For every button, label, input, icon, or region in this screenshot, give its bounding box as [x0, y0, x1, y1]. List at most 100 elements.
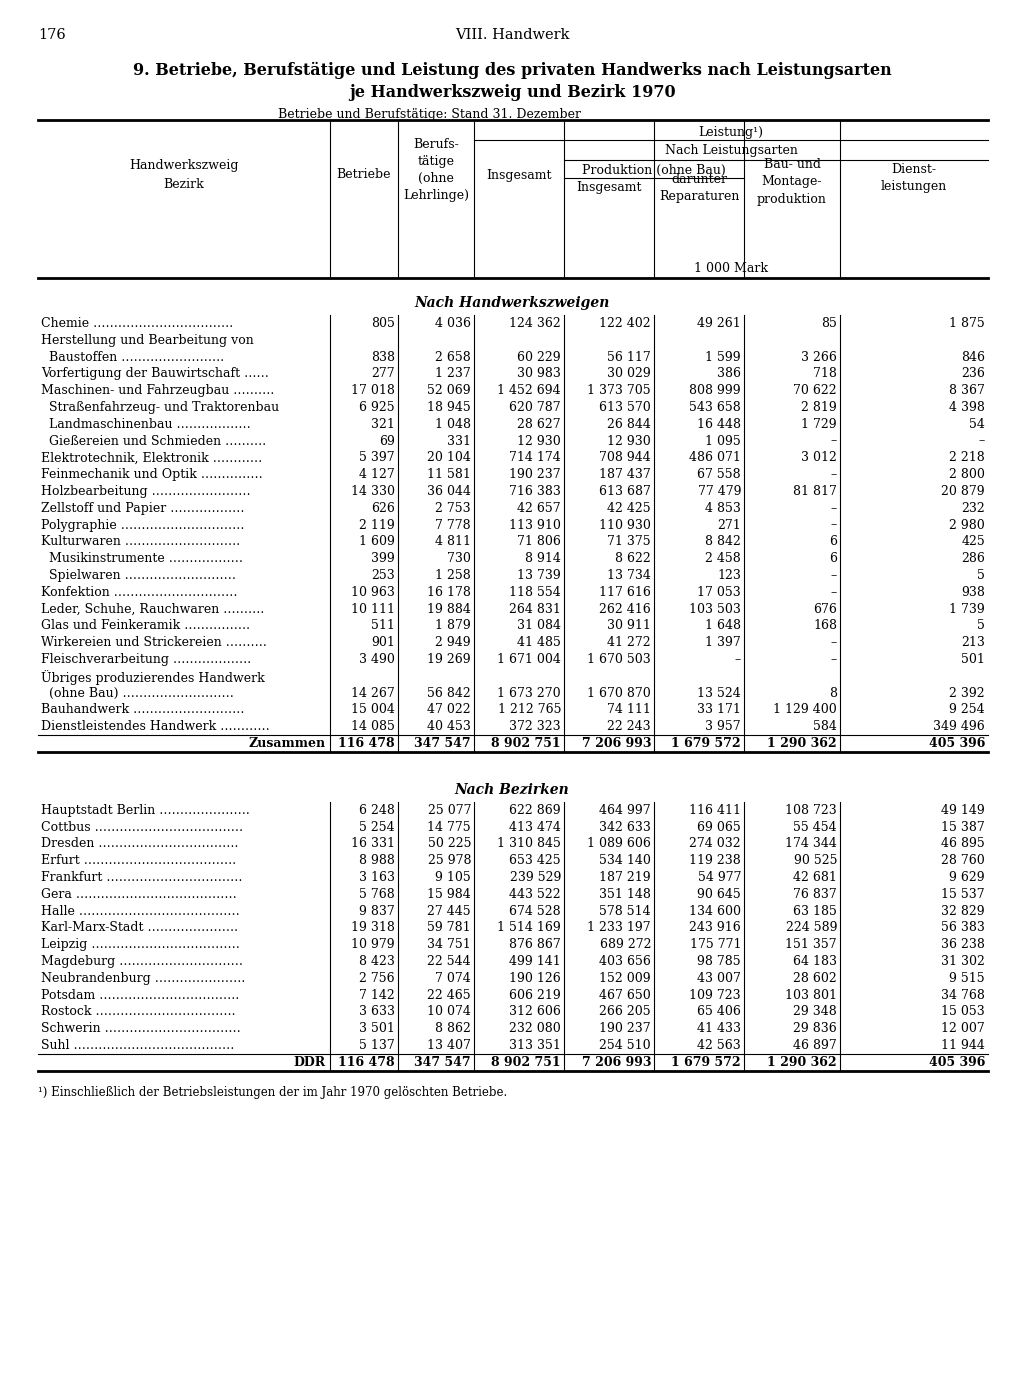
Text: 1 670 870: 1 670 870	[587, 687, 651, 699]
Text: 25 077: 25 077	[427, 804, 471, 817]
Text: Nach Handwerkszweigen: Nach Handwerkszweigen	[415, 296, 609, 310]
Text: 19 269: 19 269	[427, 654, 471, 666]
Text: 54: 54	[969, 418, 985, 431]
Text: 543 658: 543 658	[689, 400, 741, 414]
Text: 347 547: 347 547	[415, 1055, 471, 1069]
Text: Konfektion …………………………: Konfektion …………………………	[41, 586, 238, 599]
Text: Karl-Marx-Stadt ………………….: Karl-Marx-Stadt ………………….	[41, 922, 238, 934]
Text: –: –	[830, 468, 837, 482]
Text: 262 416: 262 416	[599, 603, 651, 615]
Text: 9 515: 9 515	[949, 971, 985, 985]
Text: Bauhandwerk ………………………: Bauhandwerk ………………………	[41, 703, 245, 717]
Text: 3 012: 3 012	[801, 451, 837, 465]
Text: 69 065: 69 065	[697, 820, 741, 834]
Text: Herstellung und Bearbeitung von: Herstellung und Bearbeitung von	[41, 334, 254, 347]
Text: 1 514 169: 1 514 169	[498, 922, 561, 934]
Text: 9 837: 9 837	[359, 904, 395, 918]
Text: Dienstleistendes Handwerk …………: Dienstleistendes Handwerk …………	[41, 720, 269, 733]
Text: 264 831: 264 831	[509, 603, 561, 615]
Text: 277: 277	[372, 367, 395, 380]
Text: 152 009: 152 009	[599, 971, 651, 985]
Text: 808 999: 808 999	[689, 384, 741, 398]
Text: 1 670 503: 1 670 503	[587, 654, 651, 666]
Text: –: –	[830, 519, 837, 531]
Text: 578 514: 578 514	[599, 904, 651, 918]
Text: 1 879: 1 879	[435, 619, 471, 633]
Text: 41 485: 41 485	[517, 636, 561, 649]
Text: 1 048: 1 048	[435, 418, 471, 431]
Text: 9 629: 9 629	[949, 871, 985, 883]
Text: (ohne Bau) ………………………: (ohne Bau) ………………………	[41, 687, 233, 699]
Text: 403 656: 403 656	[599, 955, 651, 967]
Text: 10 979: 10 979	[351, 938, 395, 951]
Text: 49 149: 49 149	[941, 804, 985, 817]
Text: 30 029: 30 029	[607, 367, 651, 380]
Text: 838: 838	[371, 351, 395, 363]
Text: 90 645: 90 645	[697, 888, 741, 901]
Text: –: –	[979, 435, 985, 447]
Text: 108 723: 108 723	[785, 804, 837, 817]
Text: 41 272: 41 272	[607, 636, 651, 649]
Text: 13 739: 13 739	[517, 570, 561, 582]
Text: 1 397: 1 397	[706, 636, 741, 649]
Text: 9 105: 9 105	[435, 871, 471, 883]
Text: 1 648: 1 648	[705, 619, 741, 633]
Text: 6: 6	[829, 552, 837, 566]
Text: 534 140: 534 140	[599, 854, 651, 867]
Text: 56 117: 56 117	[607, 351, 651, 363]
Text: Frankfurt ……………………………: Frankfurt ……………………………	[41, 871, 243, 883]
Text: 8 842: 8 842	[706, 535, 741, 549]
Text: Vorfertigung der Bauwirtschaft ……: Vorfertigung der Bauwirtschaft ……	[41, 367, 269, 380]
Text: 15 004: 15 004	[351, 703, 395, 717]
Text: –: –	[830, 586, 837, 599]
Text: 31 084: 31 084	[517, 619, 561, 633]
Text: 118 554: 118 554	[509, 586, 561, 599]
Text: 14 085: 14 085	[351, 720, 395, 733]
Text: 134 600: 134 600	[689, 904, 741, 918]
Text: 1 599: 1 599	[706, 351, 741, 363]
Text: 3 957: 3 957	[706, 720, 741, 733]
Text: 3 163: 3 163	[359, 871, 395, 883]
Text: 71 806: 71 806	[517, 535, 561, 549]
Text: 33 171: 33 171	[697, 703, 741, 717]
Text: 805: 805	[371, 316, 395, 330]
Text: 56 842: 56 842	[427, 687, 471, 699]
Text: Nach Leistungsarten: Nach Leistungsarten	[665, 144, 798, 157]
Text: 413 474: 413 474	[509, 820, 561, 834]
Text: –: –	[830, 636, 837, 649]
Text: 467 650: 467 650	[599, 988, 651, 1002]
Text: 399: 399	[372, 552, 395, 566]
Text: 103 801: 103 801	[785, 988, 837, 1002]
Text: 19 318: 19 318	[351, 922, 395, 934]
Text: 232 080: 232 080	[509, 1022, 561, 1035]
Text: 3 490: 3 490	[359, 654, 395, 666]
Text: 36 238: 36 238	[941, 938, 985, 951]
Text: 70 622: 70 622	[794, 384, 837, 398]
Text: 5 768: 5 768	[359, 888, 395, 901]
Text: 20 879: 20 879	[941, 484, 985, 498]
Text: 29 348: 29 348	[794, 1006, 837, 1018]
Text: 14 267: 14 267	[351, 687, 395, 699]
Text: 22 243: 22 243	[607, 720, 651, 733]
Text: ¹) Einschließlich der Betriebsleistungen der im Jahr 1970 gelöschten Betriebe.: ¹) Einschließlich der Betriebsleistungen…	[38, 1086, 507, 1098]
Text: 60 229: 60 229	[517, 351, 561, 363]
Text: 876 867: 876 867	[509, 938, 561, 951]
Text: 175 771: 175 771	[689, 938, 741, 951]
Text: 15 537: 15 537	[941, 888, 985, 901]
Text: 5 397: 5 397	[359, 451, 395, 465]
Text: –: –	[830, 435, 837, 447]
Text: Insgesamt: Insgesamt	[486, 168, 552, 182]
Text: 405 396: 405 396	[929, 1055, 985, 1069]
Text: 5: 5	[977, 619, 985, 633]
Text: 1 095: 1 095	[706, 435, 741, 447]
Text: Leistung¹): Leistung¹)	[698, 127, 764, 139]
Text: –: –	[830, 654, 837, 666]
Text: 71 375: 71 375	[607, 535, 651, 549]
Text: 606 219: 606 219	[509, 988, 561, 1002]
Text: 213: 213	[962, 636, 985, 649]
Text: 16 178: 16 178	[427, 586, 471, 599]
Text: 190 237: 190 237	[599, 1022, 651, 1035]
Text: 714 174: 714 174	[509, 451, 561, 465]
Text: Magdeburg …………………………: Magdeburg …………………………	[41, 955, 243, 967]
Text: 1 679 572: 1 679 572	[672, 1055, 741, 1069]
